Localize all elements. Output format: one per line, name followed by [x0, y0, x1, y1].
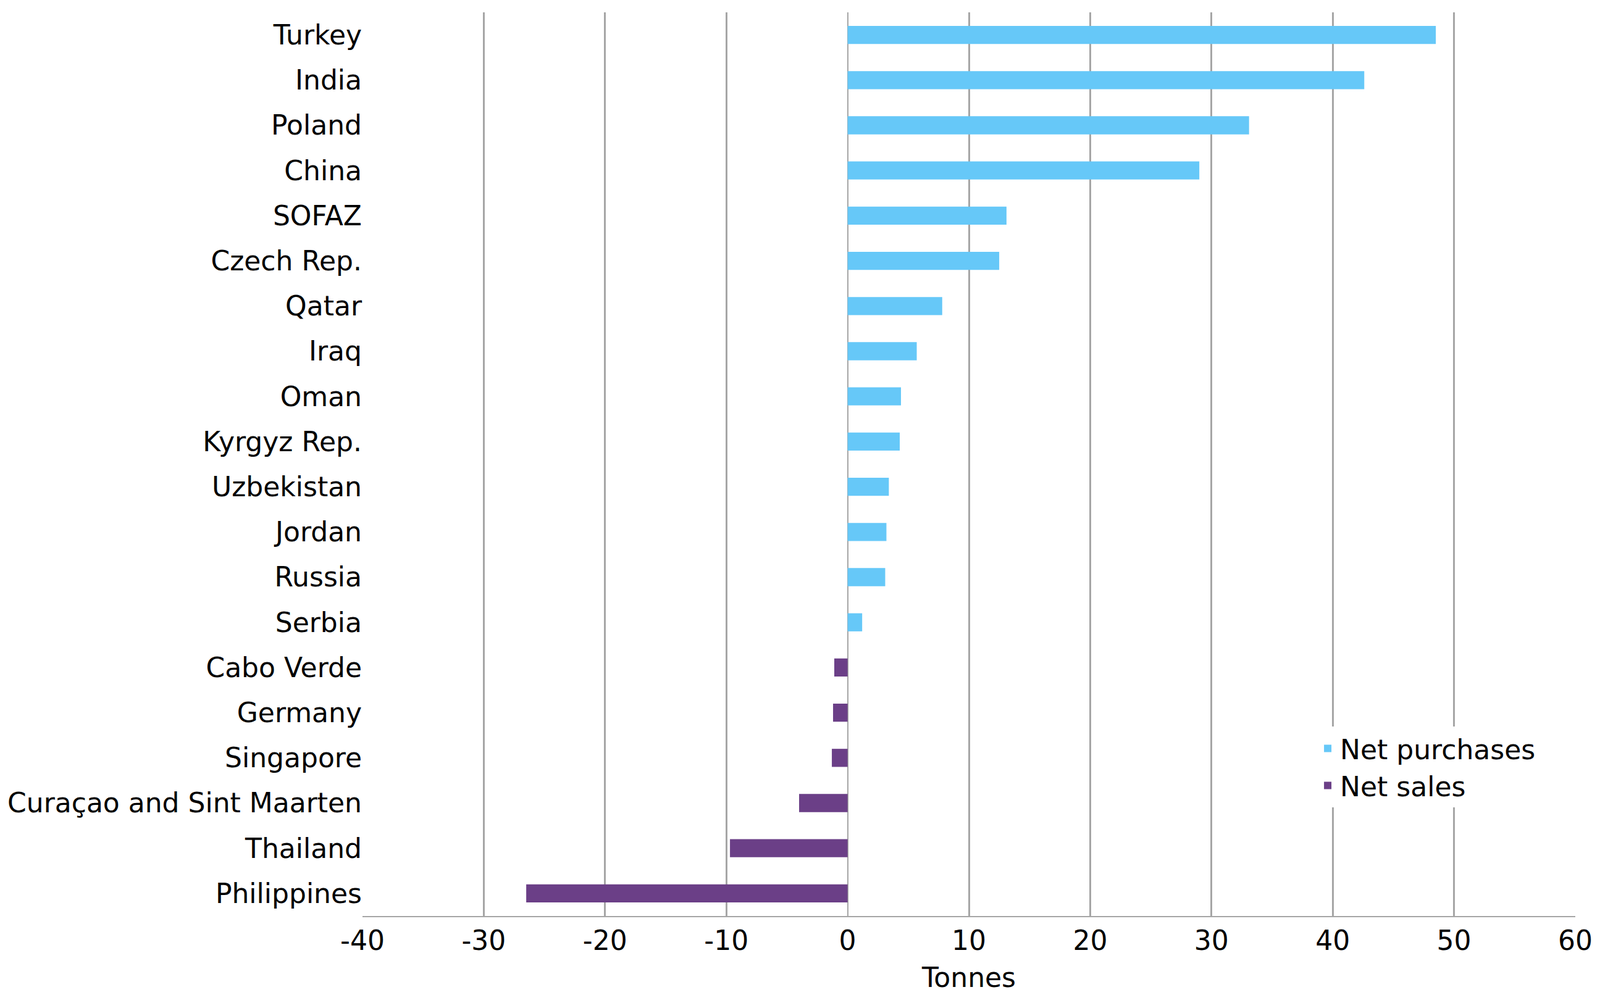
svg-text:Iraq: Iraq	[308, 335, 362, 367]
svg-text:China: China	[284, 154, 362, 187]
svg-text:-20: -20	[582, 925, 628, 957]
svg-text:30: 30	[1194, 925, 1229, 957]
svg-text:Net sales: Net sales	[1340, 771, 1466, 803]
svg-text:Thailand: Thailand	[244, 833, 362, 865]
svg-text:Kyrgyz Rep.: Kyrgyz Rep.	[202, 426, 362, 458]
svg-text:Germany: Germany	[237, 697, 362, 729]
svg-text:Qatar: Qatar	[285, 290, 363, 322]
svg-text:Czech Rep.: Czech Rep.	[210, 245, 362, 277]
svg-text:Philippines: Philippines	[215, 878, 362, 910]
svg-text:Turkey: Turkey	[272, 19, 362, 51]
svg-text:India: India	[295, 64, 362, 96]
svg-text:50: 50	[1436, 925, 1472, 957]
svg-text:-30: -30	[461, 925, 506, 957]
svg-text:Uzbekistan: Uzbekistan	[211, 471, 362, 503]
svg-text:Serbia: Serbia	[275, 607, 362, 639]
svg-text:20: 20	[1072, 925, 1108, 957]
svg-text:Singapore: Singapore	[224, 742, 362, 774]
svg-text:SOFAZ: SOFAZ	[272, 200, 362, 232]
svg-text:-10: -10	[703, 925, 749, 957]
svg-text:0: 0	[839, 925, 857, 957]
svg-text:Cabo Verde: Cabo Verde	[205, 652, 362, 684]
svg-text:40: 40	[1315, 925, 1350, 957]
svg-text:Net purchases: Net purchases	[1340, 734, 1536, 766]
svg-text:Poland: Poland	[271, 109, 362, 141]
svg-text:60: 60	[1558, 925, 1593, 957]
svg-text:Curaçao and Sint Maarten: Curaçao and Sint Maarten	[7, 787, 362, 819]
svg-text:Russia: Russia	[274, 561, 362, 593]
svg-text:-40: -40	[340, 925, 385, 957]
svg-text:Oman: Oman	[280, 381, 362, 413]
svg-text:10: 10	[951, 925, 987, 957]
svg-text:Tonnes: Tonnes	[921, 962, 1016, 994]
svg-text:Jordan: Jordan	[273, 516, 362, 548]
